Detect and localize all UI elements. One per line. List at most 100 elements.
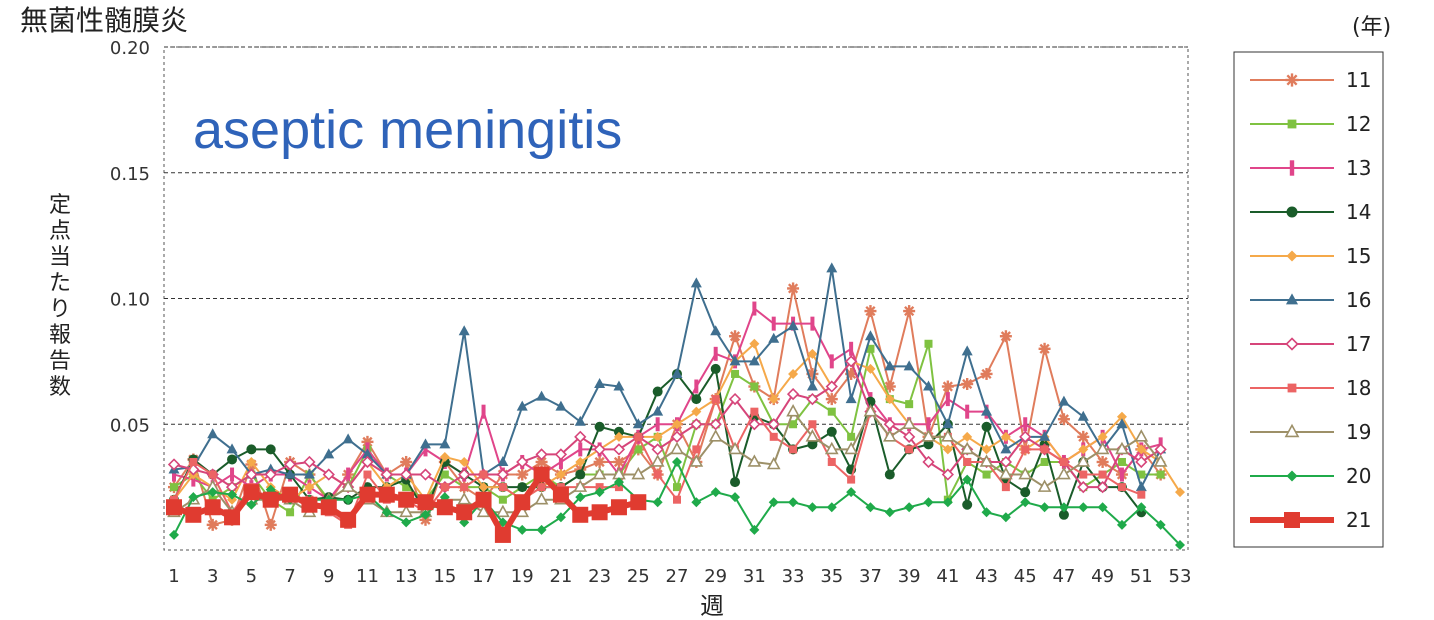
data-point-16-w22 <box>574 415 586 426</box>
data-point-20-w13 <box>401 517 412 528</box>
data-point-14-w26 <box>652 386 663 397</box>
data-point-20-w10 <box>343 494 354 505</box>
x-tick-label: 27 <box>666 566 689 587</box>
data-point-20-w41 <box>942 497 953 508</box>
data-point-14-w4 <box>227 454 238 465</box>
data-point-12-w46 <box>1040 457 1049 466</box>
data-point-19-w16 <box>457 492 472 505</box>
data-point-16-w8 <box>303 468 315 479</box>
data-point-17-w49 <box>1096 480 1109 494</box>
data-point-18-w36 <box>847 475 856 484</box>
legend-label: 13 <box>1346 156 1371 180</box>
data-point-18-w45 <box>1021 445 1030 454</box>
data-point-20-w31 <box>749 524 760 535</box>
data-point-21-w18 <box>494 526 511 543</box>
data-point-14-w43 <box>981 421 992 432</box>
data-point-18-w16 <box>460 483 469 492</box>
x-tick-label: 3 <box>207 566 218 587</box>
data-point-17-w20 <box>535 448 548 461</box>
data-point-21-w14 <box>417 494 434 511</box>
data-point-20-w4 <box>227 489 238 500</box>
data-point-17-w6 <box>264 468 277 481</box>
data-point-20-w43 <box>981 507 992 518</box>
data-point-11-w37 <box>864 305 877 318</box>
x-tick-label: 47 <box>1052 566 1075 587</box>
data-point-17-w7 <box>283 458 297 471</box>
data-point-21-w3 <box>204 499 221 516</box>
data-point-18-w26 <box>653 470 662 479</box>
series-line-17 <box>173 360 1162 489</box>
series-19 <box>167 404 1168 518</box>
data-point-19-w40 <box>921 429 936 442</box>
data-point-16-w24 <box>613 380 625 391</box>
legend-marker <box>1284 512 1300 528</box>
legend-item-20: 20 <box>1250 464 1371 488</box>
legend-label: 20 <box>1346 464 1371 488</box>
data-point-18-w35 <box>827 457 836 466</box>
data-point-21-w1 <box>166 499 182 516</box>
data-point-15-w49 <box>1097 431 1108 442</box>
data-point-17-w14 <box>419 468 432 481</box>
data-point-18-w47 <box>1059 457 1068 466</box>
legend-item-15: 15 <box>1250 244 1371 268</box>
data-point-20-w53 <box>1175 539 1185 550</box>
data-point-18-w23 <box>595 483 604 492</box>
data-point-12-w18 <box>498 495 507 504</box>
data-point-12-w13 <box>402 483 411 492</box>
data-point-19-w31 <box>747 454 762 467</box>
data-point-11-w46 <box>1038 342 1051 355</box>
data-point-12-w40 <box>924 339 933 348</box>
data-point-13-w26 <box>655 417 660 432</box>
data-point-18-w49 <box>1098 470 1107 479</box>
data-point-18-w31 <box>750 407 759 416</box>
data-point-20-w1 <box>169 529 179 540</box>
data-point-13-w17 <box>481 404 486 419</box>
y-axis-ticks: 0.05 0.10 0.15 0.20 <box>110 38 150 436</box>
data-point-16-w10 <box>342 433 354 444</box>
data-point-15-w53 <box>1175 487 1185 498</box>
data-point-17-w11 <box>361 455 374 469</box>
legend-label: 17 <box>1346 332 1371 356</box>
data-point-11-w43 <box>980 367 993 380</box>
data-point-15-w42 <box>962 431 973 442</box>
data-point-21-w25 <box>630 494 647 511</box>
data-point-20-w23 <box>594 487 605 498</box>
data-point-13-w40 <box>926 417 931 432</box>
data-point-15-w24 <box>613 431 624 442</box>
data-point-11-w39 <box>903 305 916 318</box>
data-point-21-w7 <box>282 486 299 503</box>
data-point-19-w27 <box>670 441 684 455</box>
data-point-12-w35 <box>827 407 836 416</box>
data-point-21-w4 <box>224 509 241 526</box>
data-point-16-w3 <box>207 428 219 439</box>
data-point-21-w22 <box>572 506 589 523</box>
data-point-15-w28 <box>691 406 702 417</box>
legend-title: (年) <box>1352 15 1391 40</box>
data-point-16-w18 <box>497 455 509 466</box>
data-point-19-w41 <box>940 429 955 442</box>
data-point-11-w49 <box>1096 455 1109 468</box>
data-point-15-w31 <box>749 338 760 349</box>
data-point-13-w21 <box>558 454 563 469</box>
data-point-16-w14 <box>420 438 431 449</box>
data-point-17-w33 <box>786 387 800 401</box>
data-point-20-w48 <box>1078 502 1089 513</box>
data-point-19-w47 <box>1057 466 1071 480</box>
data-point-12-w25 <box>634 445 643 454</box>
data-point-20-w34 <box>807 502 818 513</box>
data-point-17-w9 <box>322 468 335 481</box>
data-point-17-w30 <box>728 392 742 406</box>
data-point-19-w38 <box>882 429 897 442</box>
legend-marker <box>1285 337 1299 351</box>
data-point-13-w41 <box>945 392 950 407</box>
data-point-20-w49 <box>1097 502 1108 513</box>
y-tick-label: 0.20 <box>110 38 150 59</box>
data-point-16-w34 <box>806 380 818 391</box>
data-point-13-w4 <box>230 467 235 482</box>
data-point-12-w15 <box>440 470 449 479</box>
data-point-18-w15 <box>440 483 449 492</box>
data-point-11-w23 <box>593 455 606 468</box>
series-21 <box>166 466 647 543</box>
data-point-18-w3 <box>208 470 217 479</box>
data-point-12-w52 <box>1156 470 1165 479</box>
